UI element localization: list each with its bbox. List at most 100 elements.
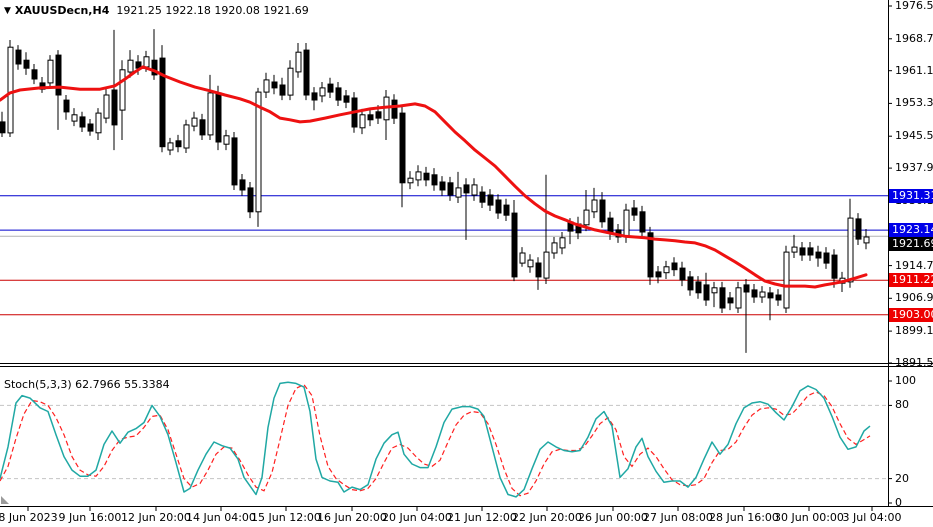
- candle-bullish: [543, 251, 550, 279]
- candle-bearish: [87, 123, 94, 132]
- candle-bearish: [631, 207, 638, 216]
- candle-bullish: [791, 246, 798, 253]
- candle-bullish: [47, 59, 54, 84]
- candle-bullish: [223, 135, 230, 145]
- time-axis-label: 27 Jun 08:00: [643, 511, 713, 524]
- candle-bearish: [807, 247, 814, 256]
- candle-bullish: [183, 124, 190, 149]
- chart-title: ▼ XAUUSDecn,H4 1921.25 1922.18 1920.08 19…: [4, 4, 309, 17]
- time-axis-label: 8 Jun 2023: [0, 511, 58, 524]
- candle-bearish: [503, 204, 510, 216]
- time-axis-label: 9 Jun 16:00: [58, 511, 122, 524]
- candle-bearish: [703, 284, 710, 301]
- time-axis-label: 21 Jun 12:00: [447, 511, 517, 524]
- candle-bullish: [551, 242, 558, 254]
- candle-bearish: [247, 187, 254, 213]
- candle-bearish: [231, 137, 238, 186]
- candle-bullish: [759, 291, 766, 298]
- candle-bullish: [287, 67, 294, 96]
- candle-bullish: [319, 87, 326, 97]
- candle-bearish: [687, 276, 694, 291]
- candle-bearish: [399, 112, 406, 184]
- price-axis-label: 1976.50: [895, 0, 933, 12]
- level-price-badge: 1931.31: [889, 189, 933, 203]
- candle-bearish: [239, 179, 246, 191]
- symbol-dropdown-icon[interactable]: ▼: [4, 6, 11, 16]
- candle-bearish: [31, 69, 38, 80]
- candle-bearish: [751, 289, 758, 298]
- candle-bullish: [95, 112, 102, 134]
- candle-bearish: [719, 287, 726, 309]
- candle-bearish: [831, 254, 838, 279]
- candle-bearish: [815, 251, 822, 259]
- candle-bearish: [823, 252, 830, 264]
- candle-bullish: [119, 69, 126, 111]
- candle-bullish: [191, 117, 198, 127]
- candle-bullish: [527, 259, 534, 268]
- candle-bearish: [311, 92, 318, 101]
- candle-bullish: [591, 199, 598, 213]
- stoch-axis-label: 100: [895, 374, 916, 387]
- level-price-badge: 1923.14: [889, 223, 933, 237]
- candles-group: [0, 29, 870, 353]
- candle-bearish: [679, 267, 686, 281]
- candle-bearish: [655, 271, 662, 278]
- level-price-badge: 1903.00: [889, 308, 933, 322]
- candle-bearish: [799, 247, 806, 256]
- time-axis-label: 12 Jun 20:00: [121, 511, 191, 524]
- candle-bullish: [583, 209, 590, 226]
- ohlc-values: 1921.25 1922.18 1920.08 1921.69: [116, 4, 309, 17]
- candle-bearish: [767, 292, 774, 299]
- time-axis-label: 20 Jun 04:00: [382, 511, 452, 524]
- candle-bearish: [279, 84, 286, 96]
- time-axis-label: 16 Jun 20:00: [317, 511, 387, 524]
- candle-bearish: [367, 114, 374, 121]
- candle-bullish: [663, 266, 670, 274]
- price-axis-label: 1899.10: [895, 324, 933, 337]
- candle-bearish: [671, 262, 678, 271]
- candle-bullish: [783, 251, 790, 309]
- candle-bullish: [471, 184, 478, 196]
- candle-bearish: [431, 174, 438, 186]
- candle-bearish: [479, 191, 486, 203]
- candle-bearish: [303, 49, 310, 96]
- candle-bullish: [735, 287, 742, 309]
- candle-bullish: [207, 92, 214, 136]
- candle-bearish: [463, 184, 470, 194]
- candle-bearish: [343, 95, 350, 103]
- time-axis-label: 30 Jun 00:00: [774, 511, 844, 524]
- candle-bearish: [599, 199, 606, 223]
- candle-bearish: [447, 182, 454, 196]
- time-axis-label: 22 Jun 20:00: [512, 511, 582, 524]
- candle-bullish: [127, 59, 134, 73]
- candle-bearish: [327, 83, 334, 93]
- stoch-axis-label: 20: [895, 472, 909, 485]
- candle-bearish: [79, 116, 86, 128]
- candle-bearish: [511, 212, 518, 278]
- price-axis-label: 1953.30: [895, 96, 933, 109]
- stoch-axis-label: 0: [895, 496, 902, 509]
- price-axis-label: 1914.70: [895, 259, 933, 272]
- candle-bearish: [15, 49, 22, 65]
- candle-bearish: [439, 181, 446, 191]
- moving-average-line[interactable]: [0, 65, 868, 289]
- candle-bullish: [263, 79, 270, 93]
- candle-bearish: [695, 281, 702, 294]
- last-price-badge: 1921.69: [889, 237, 933, 251]
- price-axis-label: 1968.70: [895, 32, 933, 45]
- candle-bearish: [271, 81, 278, 89]
- price-axis-label: 1945.50: [895, 129, 933, 142]
- candle-bearish: [775, 294, 782, 301]
- time-axis-label: 3 Jul 04:00: [842, 511, 902, 524]
- candle-bullish: [255, 91, 262, 213]
- candle-bearish: [111, 89, 118, 126]
- candle-bullish: [407, 177, 414, 184]
- panel-resize-handle[interactable]: [1, 496, 9, 504]
- level-price-badge: 1911.22: [889, 273, 933, 287]
- candle-bearish: [607, 217, 614, 233]
- candle-bullish: [295, 51, 302, 73]
- candle-bullish: [455, 187, 462, 198]
- candle-bullish: [7, 46, 14, 134]
